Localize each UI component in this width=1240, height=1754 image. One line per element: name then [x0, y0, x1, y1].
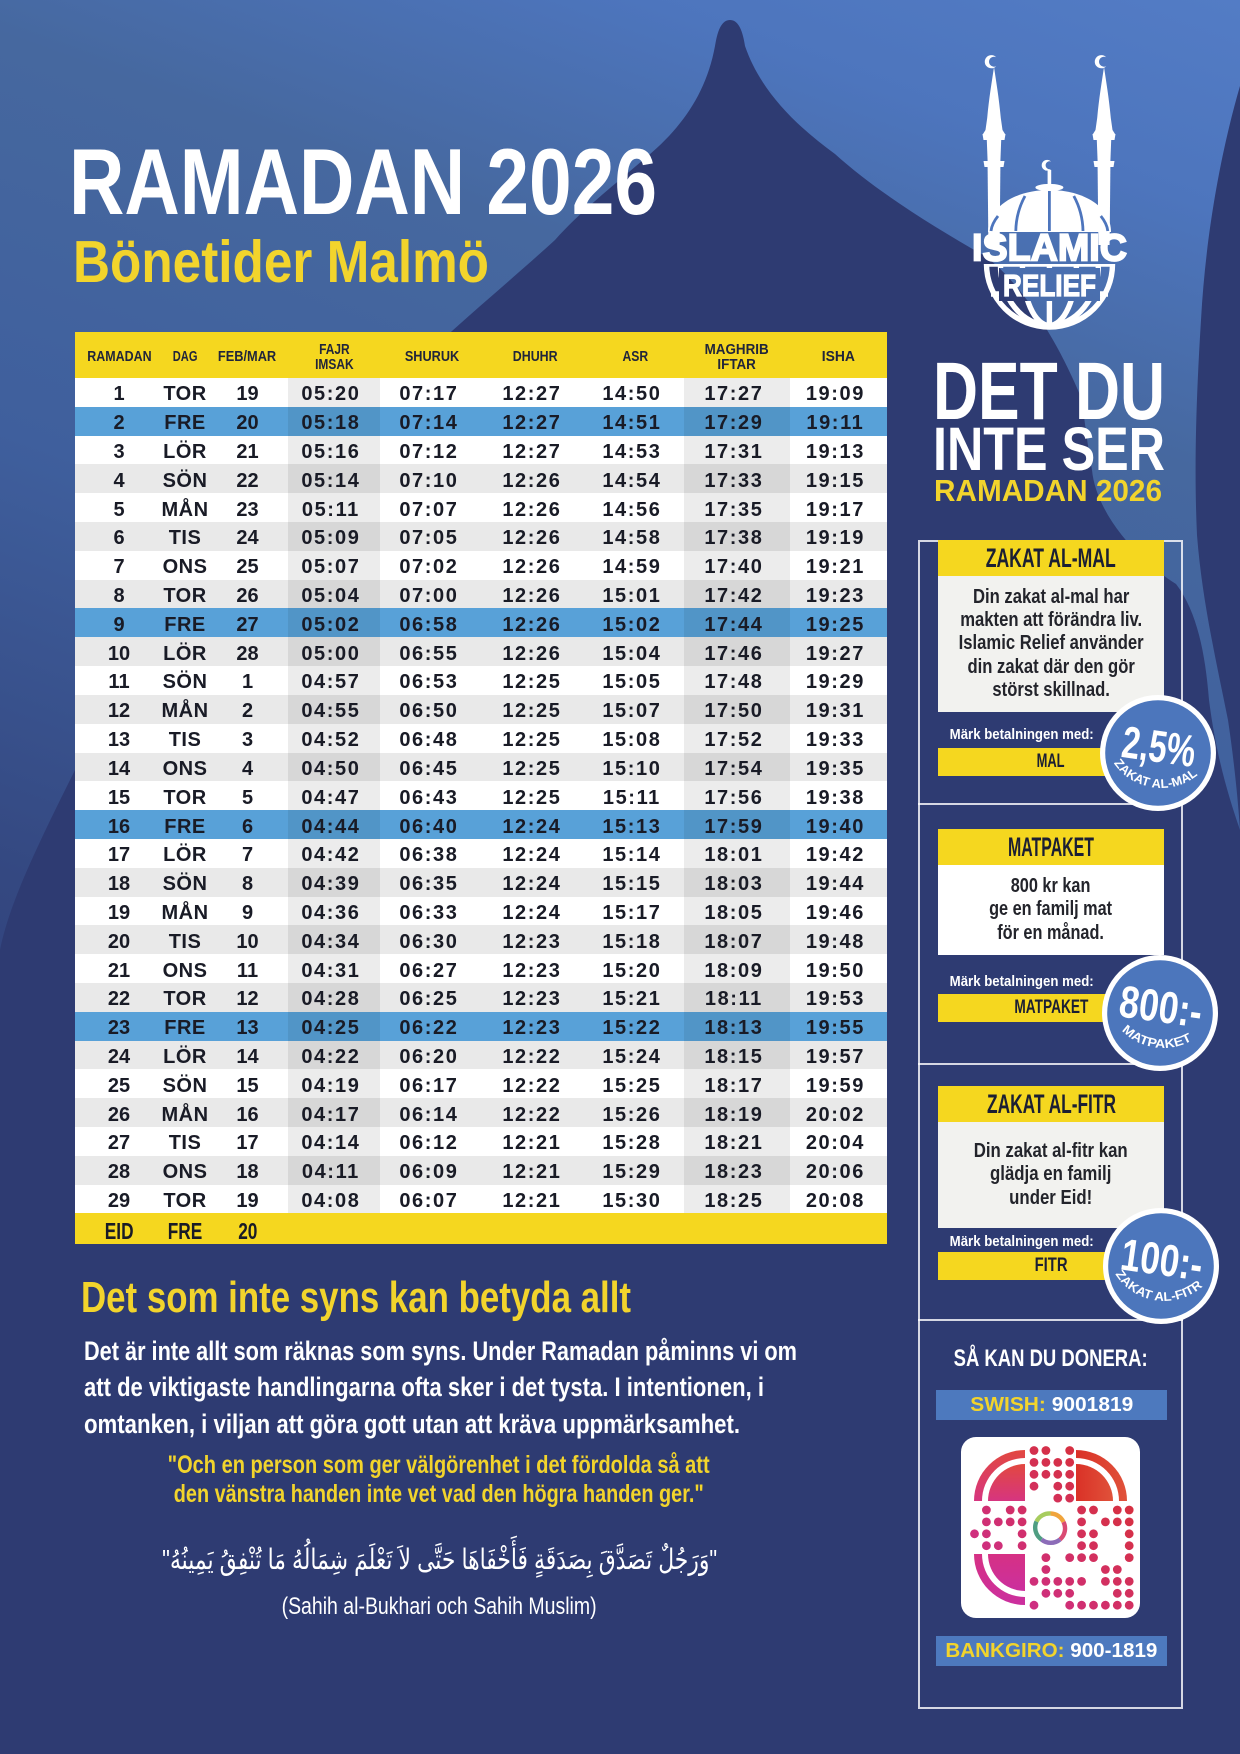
svg-text:RELIEF: RELIEF [1003, 268, 1096, 303]
svg-text:ISLAMIC: ISLAMIC [972, 228, 1127, 270]
svg-text:100:-: 100:- [1118, 1228, 1206, 1290]
svg-text:800:-: 800:- [1116, 975, 1205, 1037]
svg-text:2,5%: 2,5% [1119, 718, 1199, 777]
